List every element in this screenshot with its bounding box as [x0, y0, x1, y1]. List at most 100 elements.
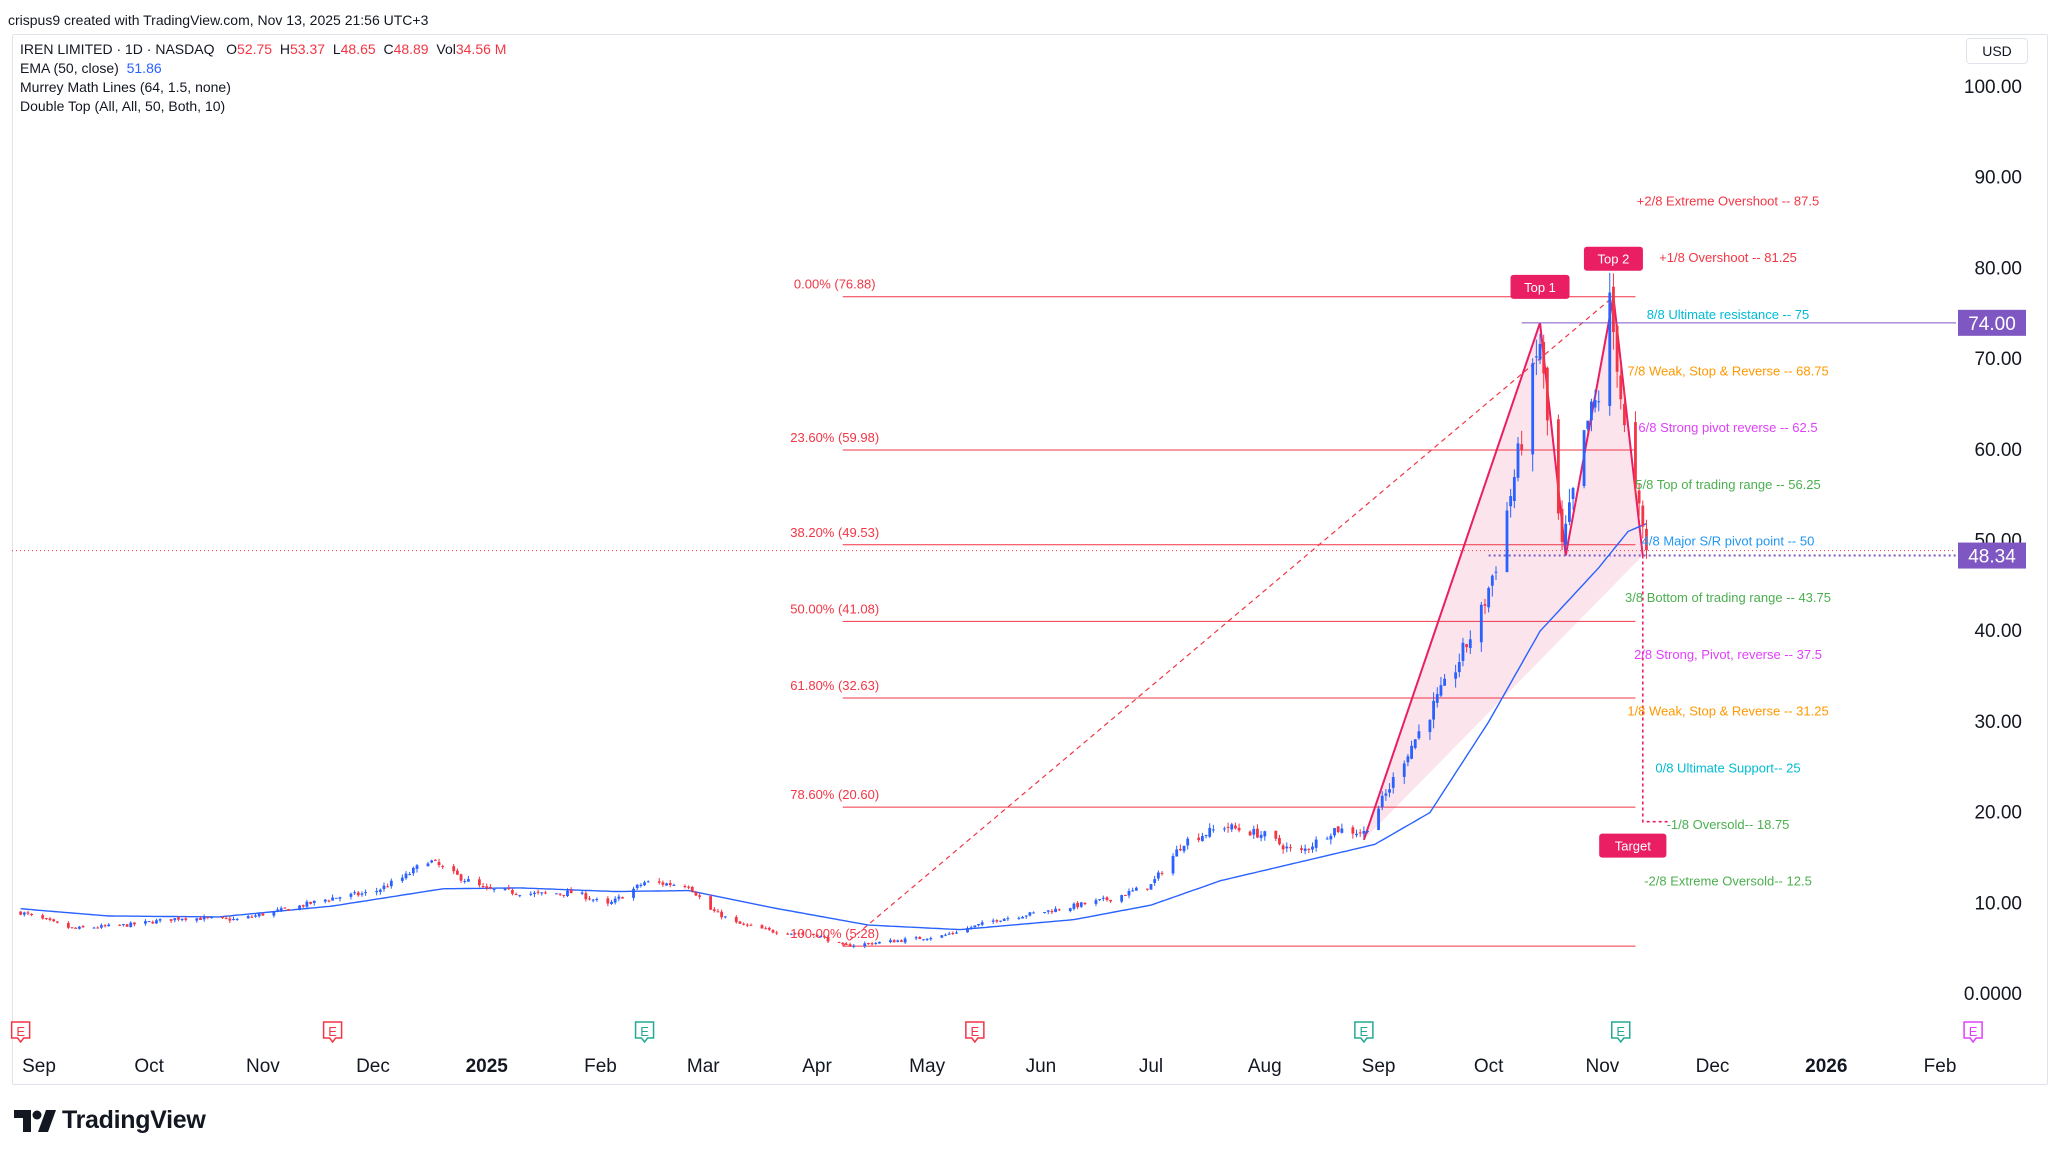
candle[interactable] — [426, 861, 430, 867]
candle[interactable] — [1487, 586, 1491, 613]
candle[interactable] — [1021, 915, 1024, 919]
candle[interactable] — [918, 936, 922, 940]
candle[interactable] — [210, 916, 213, 919]
candle[interactable] — [980, 920, 984, 927]
candle[interactable] — [709, 894, 713, 911]
candle[interactable] — [1156, 870, 1160, 881]
candle[interactable] — [786, 932, 790, 935]
murrey-legend-row[interactable]: Murrey Math Lines (64, 1.5, none) — [20, 79, 231, 95]
candle[interactable] — [720, 909, 724, 920]
candle[interactable] — [951, 931, 955, 936]
candle[interactable] — [503, 888, 507, 891]
candle[interactable] — [1024, 915, 1028, 920]
candle[interactable] — [1645, 519, 1648, 559]
candle[interactable] — [1336, 825, 1340, 834]
candle[interactable] — [122, 923, 125, 927]
candle[interactable] — [922, 939, 925, 941]
candle[interactable] — [1017, 916, 1021, 920]
candle[interactable] — [947, 931, 951, 936]
candle[interactable] — [250, 915, 254, 919]
candle[interactable] — [903, 936, 907, 944]
candle[interactable] — [511, 888, 514, 896]
candle[interactable] — [1593, 389, 1597, 413]
candle[interactable] — [1560, 500, 1564, 551]
candle[interactable] — [257, 913, 261, 918]
candle[interactable] — [184, 916, 188, 922]
candle[interactable] — [1105, 896, 1109, 902]
candle[interactable] — [279, 906, 283, 912]
candle[interactable] — [878, 941, 881, 944]
candle[interactable] — [1457, 653, 1461, 678]
candle[interactable] — [1516, 436, 1520, 482]
candle[interactable] — [1259, 831, 1263, 842]
candle[interactable] — [723, 915, 727, 919]
candle[interactable] — [1057, 908, 1061, 912]
candle[interactable] — [1355, 829, 1358, 838]
candle[interactable] — [1428, 719, 1432, 740]
candle[interactable] — [378, 888, 382, 895]
candle[interactable] — [1556, 414, 1560, 520]
candle[interactable] — [1226, 822, 1230, 833]
candle[interactable] — [437, 858, 441, 868]
candle[interactable] — [944, 933, 947, 937]
candle[interactable] — [1479, 601, 1483, 652]
candle[interactable] — [1340, 823, 1344, 834]
candle[interactable] — [312, 900, 316, 906]
candle[interactable] — [96, 926, 100, 929]
candle[interactable] — [683, 884, 687, 889]
candle[interactable] — [716, 908, 720, 913]
candle[interactable] — [1234, 822, 1237, 830]
candle[interactable] — [103, 924, 107, 928]
candle[interactable] — [52, 918, 56, 922]
candle[interactable] — [404, 871, 408, 880]
candle[interactable] — [749, 923, 753, 926]
candle[interactable] — [1567, 488, 1571, 526]
candle[interactable] — [411, 866, 415, 876]
candle[interactable] — [1637, 483, 1641, 517]
candle[interactable] — [1358, 829, 1362, 837]
candle[interactable] — [246, 914, 250, 919]
candle[interactable] — [1564, 515, 1568, 551]
candle[interactable] — [305, 899, 309, 909]
candle[interactable] — [415, 864, 419, 873]
candle[interactable] — [610, 899, 613, 905]
currency-button[interactable]: USD — [1966, 38, 2028, 64]
candle[interactable] — [349, 892, 353, 900]
candle[interactable] — [375, 887, 379, 896]
candle[interactable] — [867, 942, 870, 945]
candle[interactable] — [698, 893, 701, 900]
candle[interactable] — [793, 932, 797, 935]
ema-50-line[interactable] — [20, 522, 1647, 931]
candle[interactable] — [1230, 822, 1234, 833]
candle[interactable] — [566, 888, 569, 898]
candle[interactable] — [433, 859, 437, 862]
candle[interactable] — [478, 876, 481, 888]
candle[interactable] — [977, 923, 980, 927]
candle[interactable] — [1435, 687, 1439, 708]
candle[interactable] — [1186, 836, 1190, 850]
candle[interactable] — [643, 880, 646, 887]
candle[interactable] — [1131, 887, 1135, 892]
candle[interactable] — [745, 923, 749, 928]
candle[interactable] — [1384, 789, 1388, 801]
candle[interactable] — [430, 859, 434, 864]
candle[interactable] — [1314, 836, 1318, 852]
candle[interactable] — [1443, 673, 1447, 687]
candle[interactable] — [672, 883, 676, 886]
candle[interactable] — [617, 894, 621, 902]
candle[interactable] — [44, 917, 48, 920]
candle[interactable] — [1634, 411, 1637, 497]
candle[interactable] — [1608, 272, 1612, 416]
candle[interactable] — [1494, 566, 1498, 581]
candle[interactable] — [852, 944, 856, 949]
candle[interactable] — [173, 918, 177, 923]
candle[interactable] — [48, 917, 52, 922]
candle[interactable] — [74, 926, 78, 929]
earnings-marker[interactable]: E — [10, 1021, 31, 1044]
candle[interactable] — [999, 920, 1002, 923]
candle[interactable] — [811, 933, 815, 936]
candle[interactable] — [1402, 760, 1406, 784]
candle[interactable] — [356, 890, 360, 897]
candle[interactable] — [1032, 911, 1035, 914]
candle[interactable] — [81, 925, 85, 928]
